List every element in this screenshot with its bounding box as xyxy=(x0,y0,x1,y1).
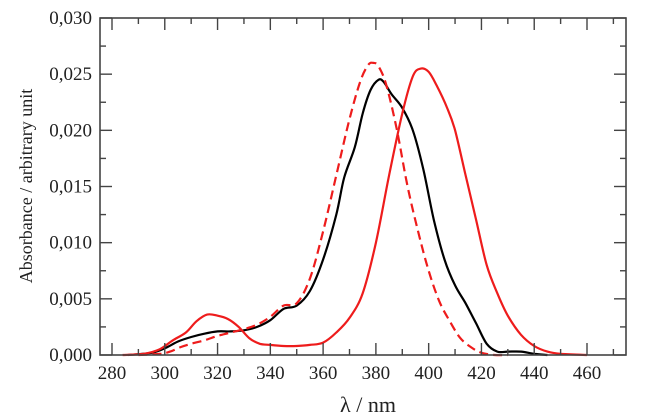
y-tick-label: 0,015 xyxy=(49,177,92,198)
x-tick-label: 340 xyxy=(256,363,285,384)
y-tick-label: 0,025 xyxy=(49,64,92,85)
x-tick-label: 440 xyxy=(520,363,549,384)
series-red-dashed xyxy=(138,61,508,357)
x-tick-label: 360 xyxy=(309,363,338,384)
plot-frame xyxy=(99,17,627,356)
series-black-solid xyxy=(127,78,548,357)
y-axis-title: Absorbance / arbitrary unit xyxy=(16,89,36,283)
x-tick-label: 380 xyxy=(362,363,391,384)
x-axis-title: λ / nm xyxy=(340,392,396,417)
x-tick-label: 460 xyxy=(573,363,602,384)
y-axis-ticks: 0,000 0,005 0,010 0,015 0,020 0,025 0,030 xyxy=(49,8,626,366)
y-tick-label: 0,030 xyxy=(49,8,92,29)
x-axis-ticks: 280 300 320 340 360 380 400 420 440 460 xyxy=(98,18,615,384)
x-tick-label: 300 xyxy=(151,363,180,384)
y-tick-label: 0,010 xyxy=(49,233,92,254)
y-tick-label: 0,005 xyxy=(49,289,92,310)
series-red-solid xyxy=(122,67,588,357)
x-tick-label: 420 xyxy=(467,363,496,384)
y-tick-label: 0,020 xyxy=(49,120,92,141)
x-tick-label: 320 xyxy=(203,363,232,384)
x-tick-label: 400 xyxy=(414,363,443,384)
data-series xyxy=(122,61,588,357)
x-tick-label: 280 xyxy=(98,363,127,384)
y-tick-label: 0,000 xyxy=(49,345,92,366)
